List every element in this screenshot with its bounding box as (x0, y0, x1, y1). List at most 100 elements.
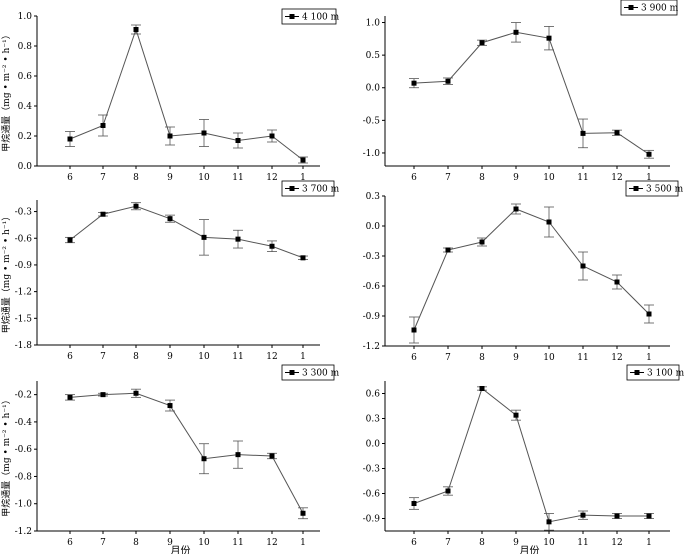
x-tick-label: 9 (513, 538, 519, 548)
data-point (67, 237, 73, 243)
x-tick-label: 12 (266, 538, 277, 548)
data-point (445, 247, 451, 253)
y-tick-label: -0.4 (15, 418, 33, 428)
x-tick-label: 6 (411, 353, 417, 363)
x-tick-label: 1 (646, 538, 652, 548)
data-point (167, 216, 173, 222)
y-tick-label: -0.9 (15, 261, 33, 271)
data-point (67, 394, 73, 400)
x-tick-label: 11 (232, 538, 243, 548)
data-point (445, 78, 451, 84)
data-point (646, 311, 652, 317)
data-point (201, 234, 207, 240)
legend-label: 3 700 m (302, 185, 340, 195)
legend-label: 3 900 m (641, 4, 679, 14)
data-point (235, 236, 241, 242)
x-tick-label: 12 (611, 353, 622, 363)
x-tick-label: 1 (300, 352, 306, 362)
data-point (100, 123, 106, 128)
x-tick-label: 9 (167, 352, 173, 362)
series-line (413, 387, 649, 523)
x-tick-label: 8 (133, 538, 139, 548)
data-point (167, 133, 173, 139)
data-point (411, 327, 417, 333)
legend-marker (633, 186, 639, 191)
data-point (614, 279, 620, 285)
y-tick-label: -0.8 (15, 472, 33, 482)
y-tick-label: 1.0 (18, 12, 33, 22)
series-line (413, 31, 650, 155)
x-tick-label: 1 (646, 173, 652, 183)
y-tick-label: 0.5 (366, 51, 381, 61)
legend-marker (289, 14, 295, 19)
x-tick-label: 10 (198, 173, 210, 183)
data-point (513, 206, 519, 212)
x-axis-title: 月份 (520, 545, 540, 554)
y-axis-title: 甲烷通量（mg • m⁻² • h⁻¹） (0, 30, 12, 151)
data-point (546, 35, 552, 41)
y-tick-label: -0.9 (363, 515, 381, 525)
y-tick-label: 0.3 (366, 415, 381, 425)
y-tick-label: 0.4 (18, 102, 33, 112)
data-point (479, 386, 485, 391)
y-tick-label: 0.0 (366, 84, 381, 94)
y-axis-title: 甲烷通量（mg • m⁻² • h⁻¹） (0, 395, 12, 516)
y-tick-label: -1.0 (15, 500, 33, 510)
x-tick-label: 8 (479, 538, 485, 548)
data-point (546, 519, 552, 525)
data-point (614, 513, 620, 519)
y-tick-label: -1.8 (15, 341, 33, 351)
x-tick-label: 7 (100, 538, 106, 548)
x-tick-label: 9 (513, 353, 519, 363)
x-tick-label: 7 (445, 173, 451, 183)
legend-box (281, 8, 337, 25)
data-point (646, 151, 652, 157)
y-tick-label: -1.2 (363, 342, 380, 352)
data-point (67, 136, 73, 142)
y-tick-label: -0.6 (15, 234, 33, 244)
x-tick-label: 1 (646, 353, 652, 363)
y-tick-label: 0.8 (18, 42, 33, 52)
y-tick-label: 1.0 (366, 19, 381, 29)
x-tick-label: 8 (133, 352, 139, 362)
x-tick-label: 12 (266, 352, 277, 362)
data-point (201, 130, 207, 136)
x-tick-label: 6 (411, 173, 417, 183)
x-tick-label: 6 (411, 538, 417, 548)
data-point (614, 130, 620, 136)
y-tick-label: -0.6 (15, 445, 33, 455)
x-tick-label: 11 (232, 352, 243, 362)
x-tick-label: 6 (67, 538, 73, 548)
series-line (69, 392, 304, 514)
x-tick-label: 7 (445, 538, 451, 548)
chart-panel-1: 0.0 0.2 0.4 0.6 0.8 1.0 6 7 8 9 10 11 12 1 4 100 m 甲烷通量… (0, 8, 340, 183)
data-point (411, 501, 417, 506)
y-tick-label: 0.3 (366, 192, 381, 202)
series-line (69, 27, 304, 161)
x-tick-label: 10 (198, 352, 210, 362)
chart-panel-6: -0.9-0.6-0.30.00.30.66 7 8 9 10 11 12 13 100 m月… (363, 364, 685, 557)
x-tick-label: 6 (67, 352, 73, 362)
legend-box (626, 364, 680, 381)
x-tick-label: 10 (198, 538, 210, 548)
legend-box (625, 180, 679, 197)
x-tick-label: 10 (543, 538, 555, 548)
data-point (546, 219, 552, 225)
series-line (413, 208, 650, 331)
y-axis-title: 甲烷通量（mg • m⁻² • h⁻¹） (0, 212, 12, 333)
data-point (133, 27, 139, 32)
data-point (513, 29, 519, 35)
x-tick-label: 9 (167, 173, 173, 183)
data-point (235, 452, 241, 458)
chart-panel-2: -1.0-0.50.00.51.06 7 8 9 10 11 12 13 900 m (363, 0, 679, 183)
y-tick-label: -1.2 (15, 527, 32, 537)
chart-panel-3: -1.8-1.5-1.2-0.9-0.6-0.36 7 8 9 10 11 12 13 700… (0, 180, 340, 362)
x-tick-label: 7 (100, 352, 106, 362)
data-point (133, 203, 139, 209)
data-point (513, 412, 519, 418)
y-tick-label: -0.6 (363, 282, 381, 292)
x-tick-label: 12 (611, 538, 622, 548)
x-tick-label: 12 (611, 173, 622, 183)
